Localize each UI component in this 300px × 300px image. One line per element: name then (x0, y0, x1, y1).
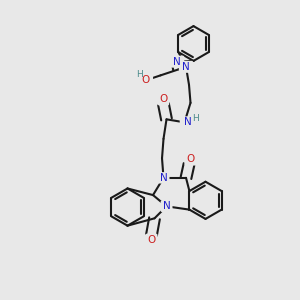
Text: N: N (184, 117, 191, 127)
FancyBboxPatch shape (138, 74, 153, 86)
Text: H: H (192, 114, 198, 123)
FancyBboxPatch shape (158, 94, 169, 106)
FancyBboxPatch shape (170, 56, 184, 68)
Text: N: N (173, 57, 181, 67)
FancyBboxPatch shape (179, 61, 193, 73)
Text: N: N (160, 173, 167, 183)
FancyBboxPatch shape (146, 234, 158, 245)
FancyBboxPatch shape (184, 154, 196, 166)
Text: O: O (141, 75, 150, 85)
Text: N: N (182, 62, 190, 72)
Text: O: O (159, 94, 168, 104)
Text: N: N (163, 201, 170, 211)
FancyBboxPatch shape (160, 201, 172, 212)
FancyBboxPatch shape (158, 172, 169, 184)
Text: H: H (136, 70, 143, 79)
FancyBboxPatch shape (180, 116, 195, 128)
Text: O: O (147, 235, 156, 245)
Text: O: O (186, 154, 195, 164)
